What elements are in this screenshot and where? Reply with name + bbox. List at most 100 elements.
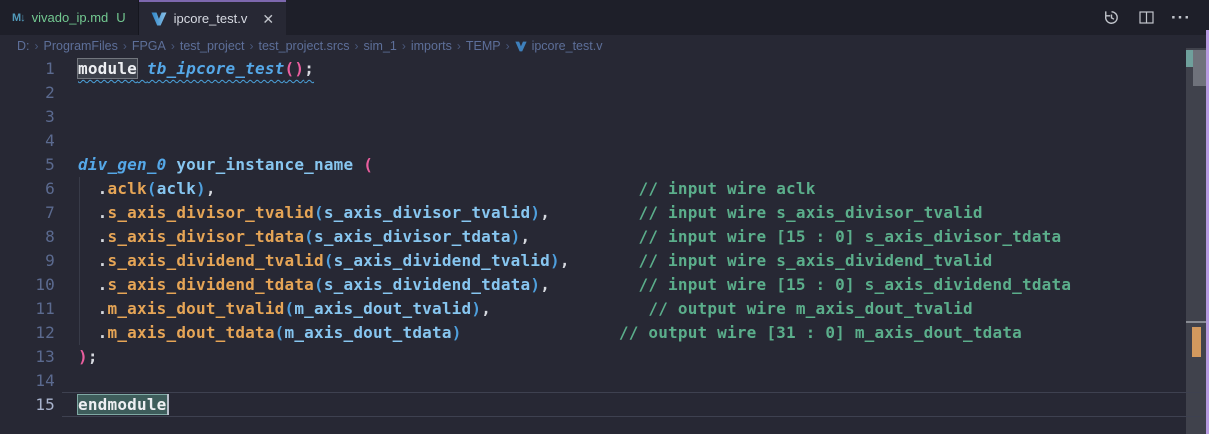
code-token: m_axis_dout_tvalid xyxy=(294,299,472,318)
vivado-verilog-icon xyxy=(514,41,527,52)
code-token: // input wire s_axis_divisor_tvalid xyxy=(638,203,983,222)
breadcrumb: D: › ProgramFiles › FPGA › test_project › test_p… xyxy=(0,35,1209,57)
code-token xyxy=(167,155,177,174)
code-line[interactable]: 1 module tb_ipcore_test(); xyxy=(0,57,1209,81)
git-untracked-badge: U xyxy=(116,10,126,25)
breadcrumb-item[interactable]: ipcore_test.v xyxy=(513,39,605,53)
code-line[interactable]: 8 .s_axis_divisor_tdata(s_axis_divisor_t… xyxy=(0,225,1209,249)
code-token xyxy=(530,227,638,246)
tab-ipcore-test-v[interactable]: ipcore_test.v ✕ xyxy=(138,0,287,35)
code-line[interactable]: 7 .s_axis_divisor_tvalid(s_axis_divisor_… xyxy=(0,201,1209,225)
breadcrumb-separator: › xyxy=(401,39,406,53)
breadcrumb-item[interactable]: test_project.srcs xyxy=(258,39,350,53)
line-number: 4 xyxy=(45,131,55,150)
history-icon[interactable] xyxy=(1101,7,1121,29)
line-content: .s_axis_divisor_tdata(s_axis_divisor_tda… xyxy=(78,225,1061,249)
editor-actions: ··· xyxy=(1101,0,1191,35)
code-token: . xyxy=(78,299,108,318)
text-cursor xyxy=(167,394,169,415)
breadcrumb-item[interactable]: TEMP xyxy=(465,39,501,53)
code-token: ( xyxy=(284,299,295,318)
code-token: . xyxy=(78,203,108,222)
code-token: s_axis_dividend_tvalid xyxy=(107,251,324,270)
scrollbar[interactable] xyxy=(1186,48,1206,434)
code-line[interactable]: 9 .s_axis_dividend_tvalid(s_axis_dividen… xyxy=(0,249,1209,273)
scrollbar-thumb[interactable] xyxy=(1193,50,1206,86)
line-number: 2 xyxy=(45,83,55,102)
line-content: .s_axis_dividend_tdata(s_axis_dividend_t… xyxy=(78,273,1071,297)
line-number: 5 xyxy=(45,155,55,174)
line-number: 15 xyxy=(35,395,55,414)
breadcrumb-item[interactable]: sim_1 xyxy=(363,39,397,53)
code-token: aclk xyxy=(156,179,197,198)
code-token: aclk xyxy=(107,179,147,198)
code-token: ( xyxy=(274,323,285,342)
code-token: ) xyxy=(510,227,521,246)
code-token: ) xyxy=(196,179,206,198)
code-token: , xyxy=(540,203,551,222)
code-token: s_axis_divisor_tvalid xyxy=(107,203,314,222)
line-number: 13 xyxy=(35,347,55,366)
code-token: m_axis_dout_tdata xyxy=(107,323,275,342)
breadcrumb-item[interactable]: ProgramFiles xyxy=(43,39,118,53)
code-token: ( xyxy=(314,275,324,294)
code-line[interactable]: 3 xyxy=(0,105,1209,129)
code-line[interactable]: 5 div_gen_0 your_instance_name ( xyxy=(0,153,1209,177)
breadcrumb-item[interactable]: D: xyxy=(17,39,30,53)
code-token xyxy=(216,179,639,198)
code-token: s_axis_dividend_tdata xyxy=(107,275,314,294)
code-line[interactable]: 12 .m_axis_dout_tdata(m_axis_dout_tdata)… xyxy=(0,321,1209,345)
close-icon[interactable]: ✕ xyxy=(262,10,275,27)
code-token: ( xyxy=(314,203,324,222)
code-token: ( xyxy=(146,179,157,198)
code-token: endmodule xyxy=(78,395,167,414)
code-token: , xyxy=(540,275,551,294)
breadcrumb-item-label: ipcore_test.v xyxy=(531,39,603,53)
code-token: ) xyxy=(550,251,560,270)
line-number: 11 xyxy=(35,299,55,318)
code-token: // output wire [31 : 0] m_axis_dout_tdat… xyxy=(618,323,1023,342)
code-token: . xyxy=(78,251,108,270)
line-number: 14 xyxy=(35,371,55,390)
code-token: ( xyxy=(304,227,314,246)
code-line[interactable]: 14 xyxy=(0,369,1209,393)
code-token: . xyxy=(78,275,108,294)
line-number: 6 xyxy=(45,179,55,198)
code-token: , xyxy=(559,251,570,270)
window-border xyxy=(1206,30,1209,434)
code-token: . xyxy=(78,179,108,198)
line-content: endmodule xyxy=(78,393,167,417)
cursor-line-marker xyxy=(1186,321,1206,323)
code-line[interactable]: 11 .m_axis_dout_tvalid(m_axis_dout_tvali… xyxy=(0,297,1209,321)
code-line[interactable]: 6 .aclk(aclk), // input wire aclk xyxy=(0,177,1209,201)
breadcrumb-item[interactable]: FPGA xyxy=(131,39,166,53)
code-line[interactable]: 4 xyxy=(0,129,1209,153)
vivado-verilog-icon xyxy=(151,12,167,26)
code-line[interactable]: 13); xyxy=(0,345,1209,369)
breadcrumb-item[interactable]: test_project xyxy=(179,39,245,53)
code-token: ) xyxy=(78,347,88,366)
code-token: ( xyxy=(363,155,374,174)
line-content: ); xyxy=(78,345,98,369)
code-token: m_axis_dout_tdata xyxy=(284,323,452,342)
line-number: 3 xyxy=(45,107,55,126)
tab-vivado-ip-md[interactable]: M↓ vivado_ip.md U xyxy=(0,0,139,35)
breadcrumb-item[interactable]: imports xyxy=(410,39,452,53)
code-line[interactable]: 15 endmodule xyxy=(0,393,1209,417)
code-token: module xyxy=(78,59,137,78)
breadcrumb-separator: › xyxy=(249,39,254,53)
code-token: , xyxy=(205,179,216,198)
code-token: // input wire s_axis_dividend_tvalid xyxy=(638,251,993,270)
line-content: module tb_ipcore_test(); xyxy=(78,57,314,81)
code-line[interactable]: 10 .s_axis_dividend_tdata(s_axis_dividen… xyxy=(0,273,1209,297)
code-token: ; xyxy=(87,347,98,366)
code-token xyxy=(137,59,147,78)
split-editor-icon[interactable] xyxy=(1136,7,1156,29)
line-content: .m_axis_dout_tdata(m_axis_dout_tdata) //… xyxy=(78,321,1022,345)
code-token: ) xyxy=(451,323,462,342)
code-line[interactable]: 2 xyxy=(0,81,1209,105)
breadcrumb-separator: › xyxy=(170,39,175,53)
code-token: , xyxy=(520,227,531,246)
more-actions-icon[interactable]: ··· xyxy=(1171,7,1191,27)
